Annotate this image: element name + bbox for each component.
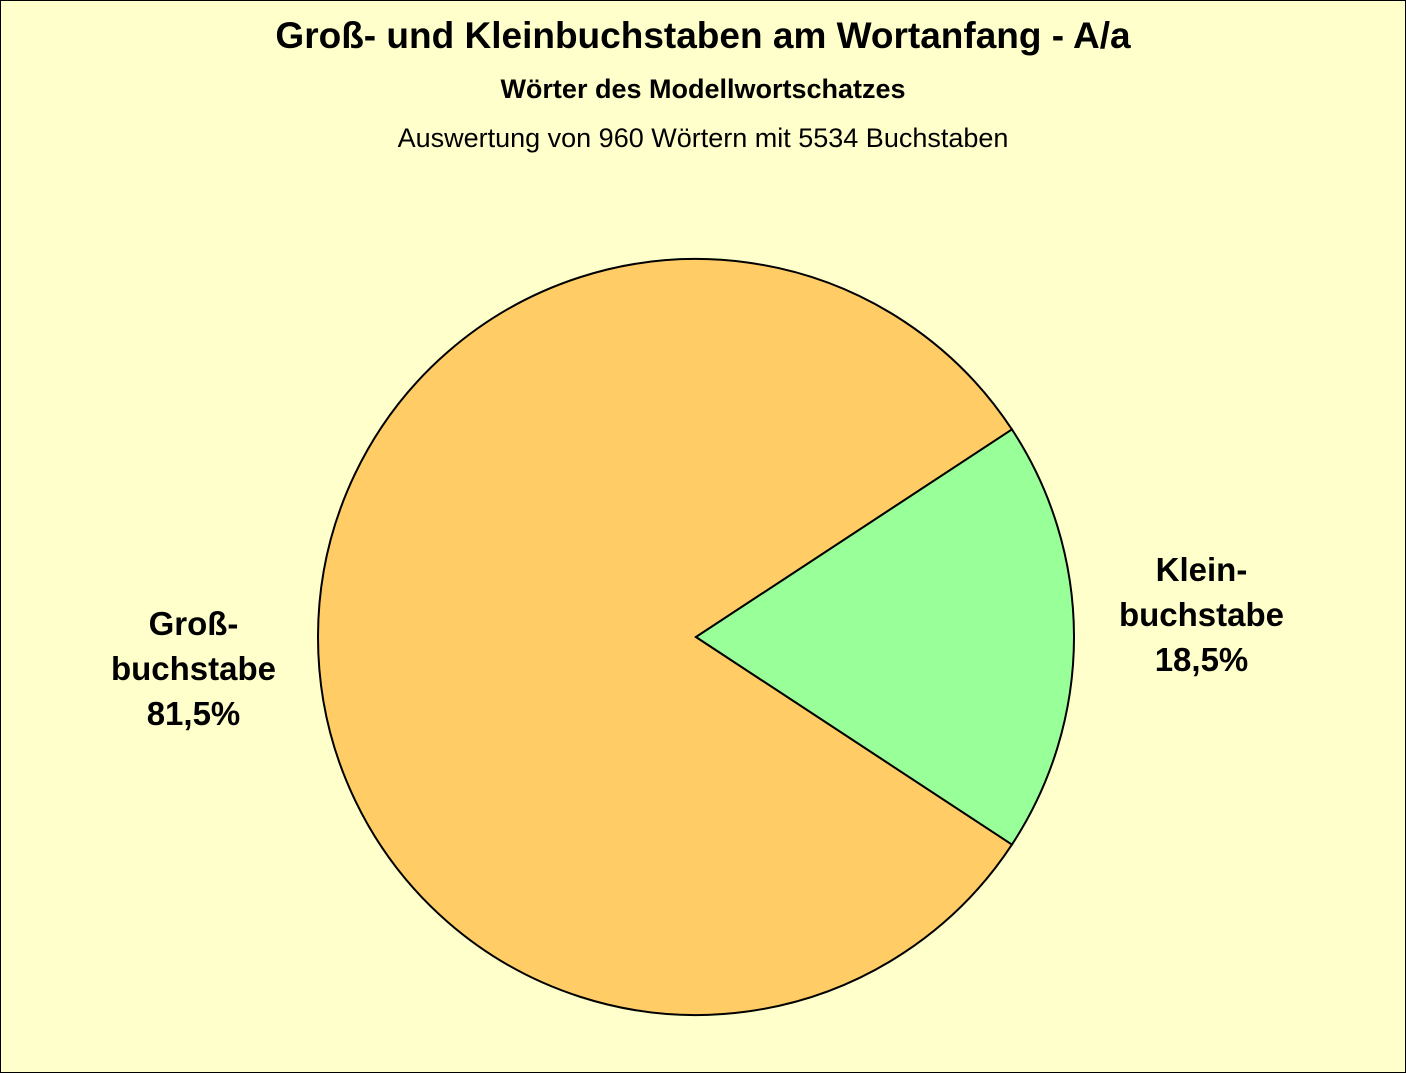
pie-label-klein-value: 18,5% <box>1154 641 1249 678</box>
chart-note: Auswertung von 960 Wörtern mit 5534 Buch… <box>397 123 1009 153</box>
pie-label-gross-value: 81,5% <box>146 695 241 732</box>
pie-label-klein-line-1: Klein- <box>1155 551 1248 588</box>
pie-label-klein-line-2: buchstabe <box>1118 596 1285 633</box>
pie-label-gross: Groß- buchstabe 81,5% <box>81 601 306 736</box>
pie-label-klein: Klein- buchstabe 18,5% <box>1089 547 1314 682</box>
pie-label-gross-line-1: Groß- <box>148 605 239 642</box>
chart-subtitle: Wörter des Modellwortschatzes <box>500 74 906 104</box>
chart-title: Groß- und Kleinbuchstaben am Wortanfang … <box>275 15 1131 56</box>
pie-label-gross-line-2: buchstabe <box>110 650 277 687</box>
pie-slice-gross <box>317 258 1014 1016</box>
pie-slice-klein <box>694 428 1076 846</box>
